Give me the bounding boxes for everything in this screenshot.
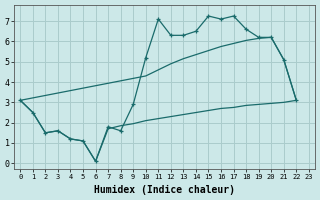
X-axis label: Humidex (Indice chaleur): Humidex (Indice chaleur) bbox=[94, 185, 235, 195]
